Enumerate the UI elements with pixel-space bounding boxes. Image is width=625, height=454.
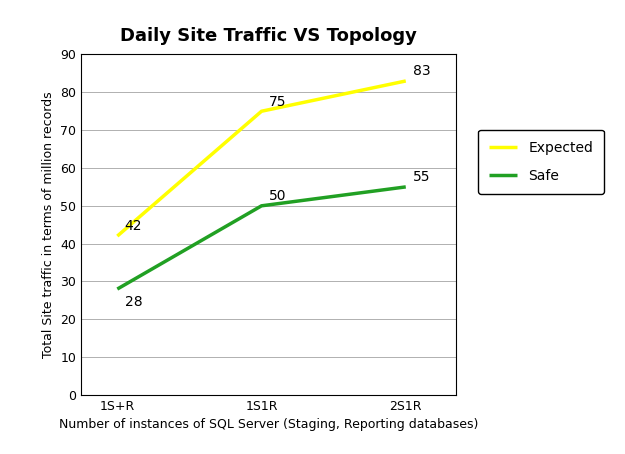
Y-axis label: Total Site traffic in terms of million records: Total Site traffic in terms of million r…	[42, 91, 55, 358]
Safe	[114, 286, 121, 292]
Line: Expected: Expected	[118, 81, 406, 236]
Title: Daily Site Traffic VS Topology: Daily Site Traffic VS Topology	[120, 27, 418, 44]
Legend: Expected, Safe: Expected, Safe	[478, 129, 604, 194]
Text: 75: 75	[269, 94, 286, 109]
Expected	[258, 109, 265, 114]
Expected	[402, 78, 409, 84]
Line: Safe: Safe	[118, 187, 406, 289]
Safe	[402, 184, 409, 190]
Safe	[258, 203, 265, 208]
Text: 42: 42	[124, 219, 142, 233]
X-axis label: Number of instances of SQL Server (Staging, Reporting databases): Number of instances of SQL Server (Stagi…	[59, 419, 479, 431]
Text: 83: 83	[413, 64, 431, 78]
Text: 55: 55	[413, 170, 431, 184]
Text: 28: 28	[124, 295, 142, 309]
Text: 50: 50	[269, 189, 286, 203]
Expected	[114, 233, 121, 239]
